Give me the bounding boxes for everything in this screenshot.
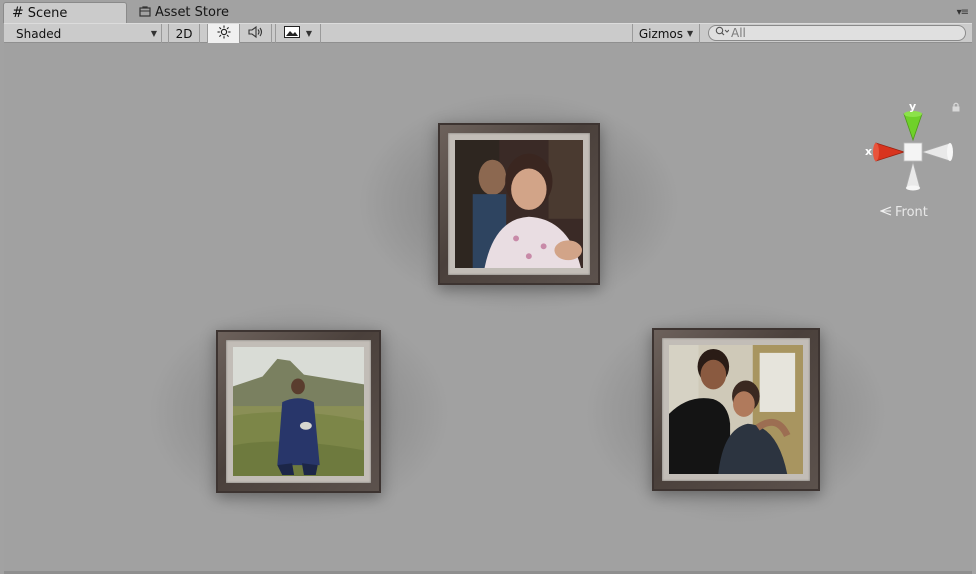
- speaker-icon: [247, 25, 264, 42]
- dropdown-caret-icon: ▼: [150, 29, 157, 38]
- scene-bottom-border: [4, 571, 972, 574]
- center-cube[interactable]: [903, 142, 923, 162]
- tab-bar: # Scene Asset Store ▾≡: [0, 0, 976, 23]
- search-input[interactable]: [731, 26, 951, 40]
- gizmos-caret-icon: ▼: [687, 29, 694, 38]
- tab-scene[interactable]: # Scene: [3, 2, 127, 23]
- picture-frame-top[interactable]: [438, 123, 600, 285]
- scene-viewport[interactable]: y x Front: [4, 43, 972, 571]
- effects-caret-icon: ▼: [305, 29, 313, 38]
- view-label[interactable]: Front: [879, 205, 928, 220]
- scene-search[interactable]: [708, 25, 966, 41]
- gizmos-dropdown[interactable]: Gizmos ▼: [632, 24, 700, 43]
- y-label: y: [909, 100, 916, 113]
- frame-mat: [226, 340, 371, 483]
- hash-icon: #: [12, 5, 24, 21]
- tab-menu-icon[interactable]: ▾≡: [956, 7, 969, 18]
- tab-asset-store[interactable]: Asset Store: [131, 2, 261, 23]
- 2d-toggle-label: 2D: [175, 26, 193, 41]
- scene-toolbar: Shaded ▼ 2D ▼ Gizmos ▼: [4, 23, 972, 43]
- picture-frame-left[interactable]: [216, 330, 381, 493]
- picture-frame-right[interactable]: [652, 328, 820, 491]
- audio-toggle-button[interactable]: [240, 24, 272, 43]
- photo-couple: [669, 345, 803, 474]
- draw-mode-value: Shaded: [16, 26, 62, 41]
- photo-mountain-person: [233, 347, 364, 476]
- lock-icon[interactable]: [950, 101, 962, 113]
- gizmos-label: Gizmos: [638, 26, 684, 41]
- tab-scene-label: Scene: [27, 5, 68, 21]
- x-axis-cone[interactable]: [875, 142, 906, 162]
- search-icon: [715, 26, 730, 40]
- x-label: x: [865, 145, 872, 158]
- effects-dropdown[interactable]: ▼: [275, 24, 321, 43]
- neg-y-axis-cone[interactable]: [905, 160, 921, 189]
- 2d-toggle-button[interactable]: 2D: [168, 24, 200, 43]
- neg-x-axis-cone[interactable]: [920, 142, 951, 162]
- perspective-icon: [879, 205, 892, 220]
- draw-mode-dropdown[interactable]: Shaded ▼: [10, 24, 162, 43]
- orientation-gizmo[interactable]: y x: [856, 98, 956, 194]
- lighting-toggle-button[interactable]: [207, 24, 240, 43]
- photo-children: [455, 140, 583, 268]
- frame-mat: [662, 338, 810, 481]
- view-label-text: Front: [895, 205, 928, 220]
- tab-asset-store-label: Asset Store: [155, 5, 230, 20]
- y-axis-cone[interactable]: [903, 113, 923, 142]
- store-bag-icon: [139, 5, 151, 21]
- sun-icon: [217, 25, 231, 42]
- image-effects-icon: [283, 26, 300, 41]
- frame-mat: [448, 133, 590, 275]
